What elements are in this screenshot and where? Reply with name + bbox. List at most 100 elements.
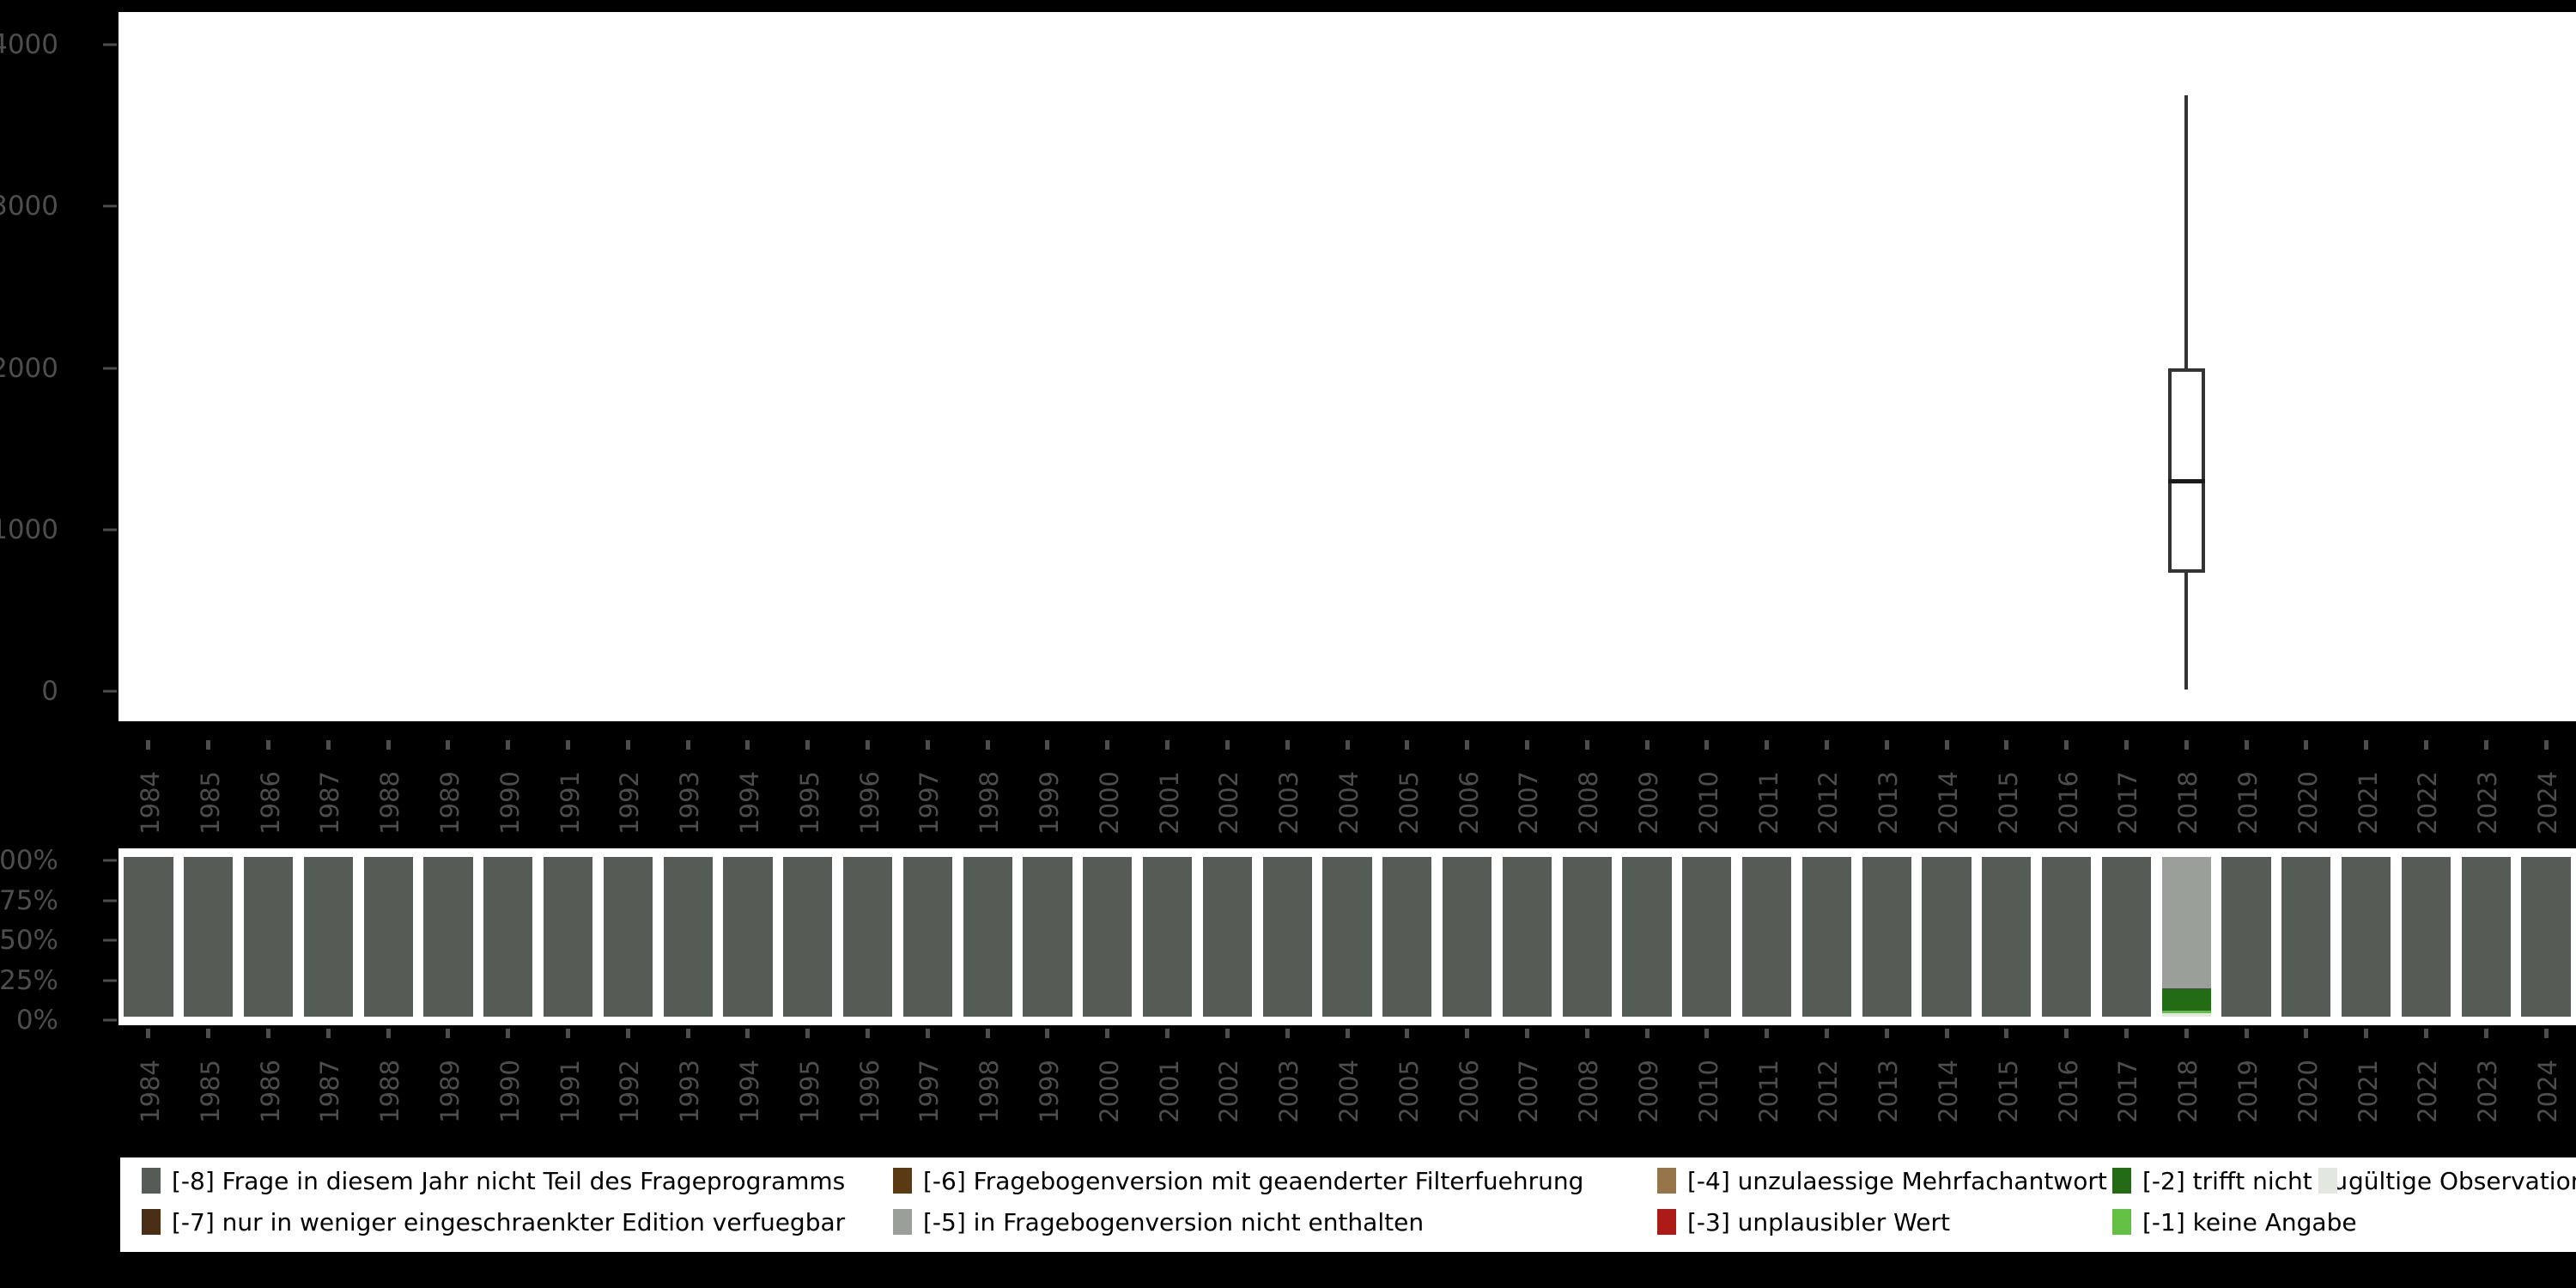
legend-item[interactable]: [-8] Frage in diesem Jahr nicht Teil des…: [142, 1161, 845, 1200]
x-axis-tick-mark: [866, 740, 871, 750]
x-axis-tick-mark: [2123, 1029, 2129, 1038]
stacked-bar-column[interactable]: [1382, 857, 1432, 1017]
stacked-bar-column[interactable]: [963, 857, 1012, 1017]
y-axis-tick-label: 0: [41, 676, 58, 707]
stacked-bar-segment--8: [2461, 857, 2511, 1017]
stacked-bar-column[interactable]: [1322, 857, 1372, 1017]
legend-row-2: [-7] nur in weniger eingeschraenkter Edi…: [120, 1202, 2576, 1242]
legend-color-swatch: [142, 1168, 161, 1194]
x-axis-tick-mark: [1884, 1029, 1889, 1038]
x-axis-tick-mark: [1824, 1029, 1829, 1038]
legend-item[interactable]: [-2] trifft nicht zu: [2112, 1161, 2348, 1200]
stacked-bar-column[interactable]: [1801, 857, 1852, 1017]
x-axis-tick-mark: [506, 740, 511, 750]
x-axis-tick-mark: [1465, 740, 1470, 750]
stacked-bar-column[interactable]: [1682, 857, 1732, 1017]
x-axis-year-label: 2002: [1214, 1060, 1244, 1123]
stacked-bar-column[interactable]: [1862, 857, 1911, 1017]
stacked-bar-column[interactable]: [1142, 857, 1193, 1017]
stacked-bar-segment--8: [1322, 857, 1372, 1017]
stacked-bar-column[interactable]: [363, 857, 413, 1017]
legend-item[interactable]: [-1] keine Angabe: [2112, 1202, 2357, 1242]
stacked-bar-column[interactable]: [2521, 857, 2571, 1017]
legend-item-label: [-1] keine Angabe: [2142, 1207, 2357, 1236]
x-axis-year-label: 2022: [2413, 1060, 2443, 1123]
stacked-bar-segment--8: [184, 857, 234, 1017]
legend-item[interactable]: [-7] nur in weniger eingeschraenkter Edi…: [142, 1202, 845, 1242]
stacked-bar-column[interactable]: [2342, 857, 2391, 1017]
stacked-bar-column[interactable]: [1023, 857, 1072, 1017]
stacked-bar-column[interactable]: [243, 857, 294, 1017]
x-axis-year-label: 1988: [375, 771, 405, 835]
stacked-bar-column[interactable]: [1202, 857, 1252, 1017]
stacked-bar-column[interactable]: [2461, 857, 2511, 1017]
x-axis-year-label: 1998: [975, 1060, 1005, 1123]
stacked-bar-column[interactable]: [783, 857, 833, 1017]
stacked-bar-column[interactable]: [663, 857, 713, 1017]
x-axis-tick-mark: [206, 740, 211, 750]
x-axis-year-label: 2012: [1814, 1060, 1844, 1123]
legend-item[interactable]: [-5] in Fragebogenversion nicht enthalte…: [893, 1202, 1424, 1242]
legend-item[interactable]: gültige Observationen: [2318, 1161, 2576, 1200]
x-axis-tick-mark: [625, 740, 630, 750]
stacked-bar-column[interactable]: [842, 857, 893, 1017]
stacked-bar-column[interactable]: [1083, 857, 1133, 1017]
x-axis-tick-mark: [1644, 1029, 1649, 1038]
x-axis-year-label: 1984: [135, 1060, 165, 1123]
x-axis-tick-mark: [625, 1029, 630, 1038]
legend-item-label: [-2] trifft nicht zu: [2142, 1166, 2348, 1195]
legend-item[interactable]: [-4] unzulaessige Mehrfachantwort: [1657, 1161, 2107, 1200]
stacked-bar-column[interactable]: [2221, 857, 2271, 1017]
stacked-bar-column[interactable]: [723, 857, 773, 1017]
x-axis-year-label: 1993: [675, 771, 705, 835]
legend-item-label: [-8] Frage in diesem Jahr nicht Teil des…: [172, 1166, 846, 1195]
x-axis-year-label: 2004: [1334, 1060, 1364, 1123]
stacked-bar-column[interactable]: [184, 857, 234, 1017]
legend-color-swatch: [2318, 1168, 2337, 1194]
x-axis-year-label: 1995: [794, 771, 824, 835]
stacked-bar-column[interactable]: [483, 857, 533, 1017]
stacked-bar-column[interactable]: [603, 857, 653, 1017]
stacked-bar-column[interactable]: [2042, 857, 2092, 1017]
stacked-bar-column[interactable]: [1502, 857, 1552, 1017]
stacked-bar-column[interactable]: [423, 857, 473, 1017]
x-axis-tick-mark: [2483, 1029, 2488, 1038]
y-axis-tick-label: 1000: [0, 513, 58, 545]
stacked-bar-column[interactable]: [902, 857, 952, 1017]
stacked-bar-column[interactable]: [1922, 857, 1971, 1017]
stacked-bar-column[interactable]: [1262, 857, 1312, 1017]
stacked-bar-column[interactable]: [1982, 857, 2032, 1017]
stacked-bar-column[interactable]: [1562, 857, 1612, 1017]
x-axis-year-label: 2020: [2293, 771, 2323, 835]
x-axis-tick-mark: [2364, 1029, 2369, 1038]
x-axis-year-label: 1987: [315, 1060, 345, 1123]
x-axis-tick-mark: [1584, 740, 1589, 750]
x-axis-tick-mark: [1345, 740, 1350, 750]
stacked-bar-column[interactable]: [2401, 857, 2451, 1017]
legend-item[interactable]: [-3] unplausibler Wert: [1657, 1202, 1950, 1242]
x-axis-tick-mark: [1105, 740, 1110, 750]
x-axis-year-label: 1993: [675, 1060, 705, 1123]
stacked-bar-column[interactable]: [124, 857, 173, 1017]
stacked-bar-column[interactable]: [303, 857, 353, 1017]
y-axis-tick-mark: [103, 690, 117, 693]
stacked-bar-column[interactable]: [2101, 857, 2152, 1017]
stacked-bar-x-axis-labels: 1984 1985 1986 1987 1988 1989 1990 1991 1992 1993…: [0, 1029, 2576, 1123]
stacked-bar-column[interactable]: [1442, 857, 1492, 1017]
stacked-bar-column[interactable]: [2161, 857, 2211, 1017]
stacked-bar-column[interactable]: [1742, 857, 1792, 1017]
stacked-bar-segment--8: [1382, 857, 1432, 1017]
x-axis-year-label: 2023: [2473, 1060, 2503, 1123]
x-axis-year-label: 2022: [2413, 771, 2443, 835]
x-axis-tick-mark: [2543, 1029, 2549, 1038]
stacked-bar-column[interactable]: [543, 857, 593, 1017]
stacked-bar-segment--8: [543, 857, 593, 1017]
legend-item[interactable]: [-6] Fragebogenversion mit geaenderter F…: [893, 1161, 1583, 1200]
stacked-bar-column[interactable]: [1622, 857, 1672, 1017]
legend: [-8] Frage in diesem Jahr nicht Teil des…: [120, 1157, 2576, 1252]
boxplot-x-axis-labels: 1984 1985 1986 1987 1988 1989 1990 1991 1992 1993…: [0, 740, 2576, 835]
x-axis-tick-mark: [266, 1029, 270, 1038]
stacked-bar-segment--8: [1442, 857, 1492, 1017]
stacked-bar-column[interactable]: [2281, 857, 2331, 1017]
percent-axis-tick-label: 100%: [0, 845, 58, 876]
